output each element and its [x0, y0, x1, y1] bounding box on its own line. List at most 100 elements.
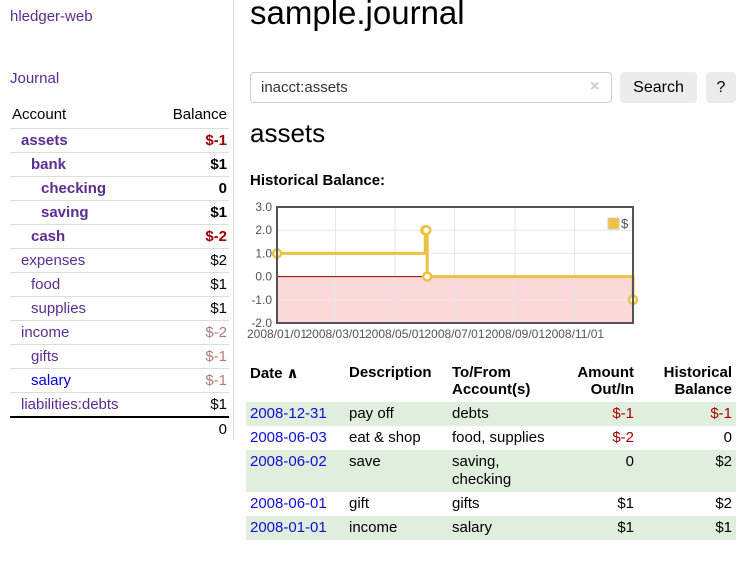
account-link-cash[interactable]: cash — [31, 228, 66, 245]
y-tick-label: 3.0 — [255, 200, 272, 214]
search-input[interactable] — [250, 72, 612, 103]
account-row: saving $1 — [10, 200, 229, 225]
account-link-expenses[interactable]: expenses — [21, 252, 86, 269]
legend-label: $ — [621, 216, 629, 231]
transaction-amount: $1 — [617, 495, 634, 512]
register-header-description: Description — [349, 364, 432, 381]
transaction-description: pay off — [345, 402, 448, 426]
accounts-total-spacer — [10, 416, 154, 441]
transaction-accounts: gifts — [452, 495, 480, 512]
account-link-bank[interactable]: bank — [31, 156, 67, 173]
x-tick-label: 2008/09/01 — [485, 327, 545, 341]
data-point-marker — [421, 271, 433, 282]
account-link-assets[interactable]: assets — [21, 132, 68, 149]
transaction-date-link[interactable]: 2008-06-02 — [250, 453, 327, 470]
sidebar-item-journal[interactable]: Journal — [10, 70, 60, 87]
account-row: expenses $2 — [10, 248, 229, 273]
transaction-description: gift — [349, 495, 370, 512]
account-row: gifts $-1 — [10, 344, 229, 369]
account-balance: $1 — [153, 272, 229, 297]
accounts-table: Account Balance assets $-1 bank $1 checking 0… — [10, 103, 229, 441]
account-row: salary $-1 — [10, 368, 229, 393]
transaction-date-link[interactable]: 2008-06-01 — [250, 495, 327, 512]
account-balance: $-1 — [153, 344, 229, 369]
register-header-balance: Historical Balance — [663, 364, 732, 398]
transaction-amount: $1 — [558, 516, 638, 540]
account-link-checking[interactable]: checking — [41, 180, 107, 197]
register-header-amount: Amount Out/In — [577, 364, 634, 398]
register-header-accounts: To/From Account(s) — [452, 364, 531, 398]
account-heading: assets — [250, 118, 326, 148]
account-balance: $-2 — [153, 224, 229, 249]
account-row: supplies $1 — [10, 296, 229, 321]
account-row: assets $-1 — [10, 128, 229, 153]
account-row: income $-2 — [10, 320, 229, 345]
y-tick-label: 0.0 — [255, 270, 272, 284]
transaction-description: save — [345, 450, 448, 492]
y-tick-label: -2.0 — [251, 316, 272, 330]
y-tick-label: 2.0 — [255, 223, 272, 237]
account-balance: $1 — [153, 296, 229, 321]
x-tick-label: 2008/07/01 — [424, 327, 484, 341]
accounts-header-balance: Balance — [172, 106, 227, 123]
register-table: Date ∧ Description To/From Account(s) Amo… — [246, 362, 736, 540]
transaction-date-link[interactable]: 2008-06-03 — [250, 429, 327, 446]
account-link-food[interactable]: food — [31, 276, 61, 293]
account-balance: $2 — [153, 248, 229, 273]
transaction-description: income — [345, 516, 448, 540]
accounts-total-value: 0 — [153, 416, 229, 441]
transaction-accounts: debts — [448, 402, 558, 426]
account-balance: $1 — [153, 152, 229, 177]
accounts-header-row: Account Balance — [10, 103, 229, 129]
account-link-salary[interactable]: salary — [31, 372, 72, 389]
account-balance: $1 — [153, 200, 229, 225]
transaction-amount: $-1 — [558, 402, 638, 426]
help-button[interactable]: ? — [706, 72, 736, 103]
account-balance: $1 — [153, 392, 229, 417]
account-balance: $-2 — [153, 320, 229, 345]
transaction-accounts: salary — [448, 516, 558, 540]
register-header-date[interactable]: Date ∧ — [250, 365, 299, 382]
account-balance: 0 — [153, 176, 229, 201]
account-row: bank $1 — [10, 152, 229, 177]
account-link-income[interactable]: income — [21, 324, 70, 341]
clear-search-icon[interactable]: × — [590, 78, 600, 95]
transaction-balance: $1 — [638, 516, 736, 540]
sort-asc-icon: ∧ — [286, 365, 299, 382]
account-link-liabilities-debts[interactable]: liabilities:debts — [21, 396, 119, 413]
transaction-amount: $-2 — [612, 429, 634, 446]
search-button[interactable]: Search — [620, 72, 697, 103]
transaction-accounts: saving, checking — [448, 450, 558, 492]
account-balance: $-1 — [153, 368, 229, 393]
x-tick-label: 2008/01/01 — [247, 327, 307, 341]
y-tick-label: 1.0 — [255, 246, 272, 260]
account-link-supplies[interactable]: supplies — [31, 300, 87, 317]
app-title-link[interactable]: hledger-web — [10, 8, 93, 25]
register-row: 2008-01-01 income salary $1 $1 — [246, 516, 736, 540]
accounts-header-account: Account — [12, 106, 67, 123]
chart-title: Historical Balance: — [250, 172, 386, 189]
account-link-gifts[interactable]: gifts — [31, 348, 59, 365]
x-tick-label: 2008/05/01 — [365, 327, 425, 341]
historical-balance-chart[interactable]: $3.0 2.0 1.0 0.0 -1.0 -2.02008/01/012008/03/0… — [246, 200, 638, 342]
data-point-marker — [420, 224, 432, 236]
transaction-accounts: food, supplies — [452, 429, 545, 446]
register-row: 2008-06-02 save saving, checking 0 $2 — [246, 450, 736, 492]
transaction-date-link[interactable]: 2008-01-01 — [250, 519, 327, 536]
account-link-saving[interactable]: saving — [41, 204, 89, 221]
register-row: 2008-12-31 pay off debts $-1 $-1 — [246, 402, 736, 426]
transaction-amount: 0 — [558, 450, 638, 492]
y-tick-label: -1.0 — [251, 293, 272, 307]
register-header-row: Date ∧ Description To/From Account(s) Amo… — [246, 362, 736, 402]
page-title: sample.journal — [250, 0, 465, 31]
register-row: 2008-06-01 gift gifts $1 $2 — [246, 492, 736, 516]
transaction-balance: $2 — [638, 450, 736, 492]
account-row: cash $-2 — [10, 224, 229, 249]
legend-swatch — [607, 217, 620, 230]
register-row: 2008-06-03 eat & shop food, supplies $-2 0 — [246, 426, 736, 450]
accounts-total-row: 0 — [10, 416, 229, 441]
sidebar: hledger-web Journal Account Balance asse… — [0, 0, 234, 441]
x-tick-label: 2008/11/01 — [545, 327, 604, 341]
transaction-date-link[interactable]: 2008-12-31 — [250, 405, 327, 422]
